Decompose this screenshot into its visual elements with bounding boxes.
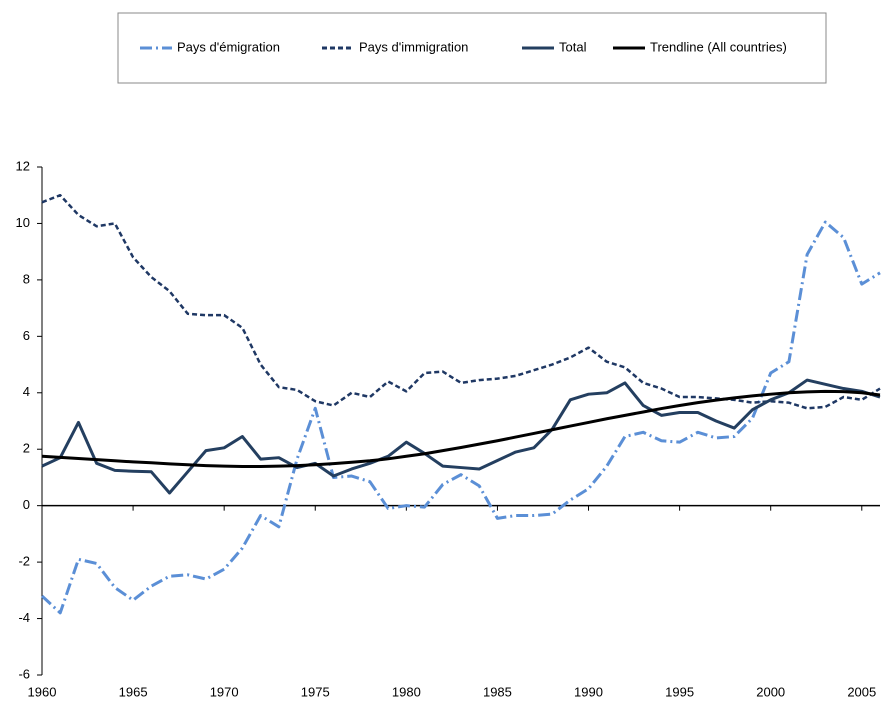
x-tick-label: 1990: [574, 684, 603, 699]
legend-label: Pays d'immigration: [359, 39, 468, 54]
y-tick-label: 4: [23, 384, 30, 399]
legend-label: Total: [559, 39, 587, 54]
y-tick-label: 8: [23, 271, 30, 286]
y-tick-label: 2: [23, 441, 30, 456]
x-tick-label: 1970: [210, 684, 239, 699]
x-tick-label: 1975: [301, 684, 330, 699]
y-tick-label: 0: [23, 497, 30, 512]
series-line: [41, 193, 881, 410]
series-line: [40, 220, 881, 615]
x-tick-label: 1960: [28, 684, 57, 699]
x-tick-label: 1995: [665, 684, 694, 699]
y-tick-label: -2: [18, 554, 30, 569]
y-tick-label: 12: [16, 158, 30, 173]
legend-box: [117, 12, 827, 84]
legend-label: Trendline (All countries): [650, 39, 787, 54]
x-tick-label: 2005: [847, 684, 876, 699]
y-tick-label: 6: [23, 328, 30, 343]
legend-label: Pays d'émigration: [177, 39, 280, 54]
x-tick-label: 1985: [483, 684, 512, 699]
x-tick-label: 1980: [392, 684, 421, 699]
series-line: [41, 389, 881, 468]
y-tick-label: -6: [18, 666, 30, 681]
series-line: [41, 378, 881, 495]
y-tick-label: -4: [18, 610, 30, 625]
y-tick-label: 10: [16, 215, 30, 230]
x-tick-label: 1965: [119, 684, 148, 699]
x-tick-label: 2000: [756, 684, 785, 699]
